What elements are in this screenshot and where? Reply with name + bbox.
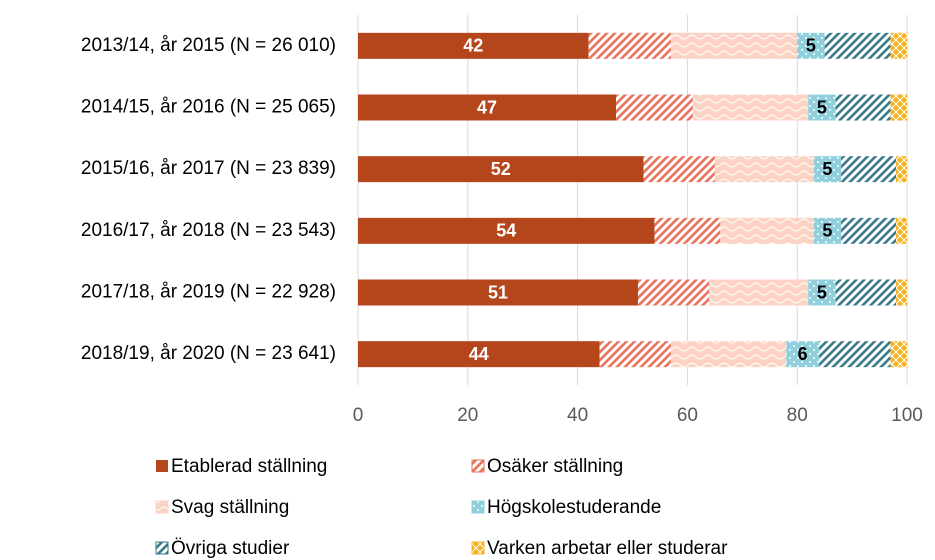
data-label: 44 [469,344,489,364]
bar-segment [714,156,814,183]
bar-segment [358,341,600,368]
bar-segment [835,279,897,306]
bar-segment [654,217,721,244]
legend-label: Varken arbetar eller studerar [487,538,728,559]
y-tick-label: 2018/19, år 2020 (N = 23 641) [81,343,336,364]
bar-segment [896,156,907,183]
bar-segment [890,341,907,368]
bar-segment [813,217,842,244]
legend-swatch [155,500,169,514]
legend-label: Osäker ställning [487,456,623,477]
data-label: 42 [463,36,483,56]
bar-segment [643,156,715,183]
bar-segment [890,94,907,121]
bar-segment [709,279,809,306]
x-tick-label: 40 [567,405,588,426]
y-tick-label: 2013/14, år 2015 (N = 26 010) [81,35,336,56]
bar-segment [358,156,644,183]
bar-segment [808,279,836,306]
bar-segment [358,217,655,244]
bar-segment [616,94,693,121]
y-tick-label: 2014/15, år 2016 (N = 25 065) [81,97,336,118]
data-label: 54 [496,221,516,241]
bar-segment [599,341,671,368]
legend-label: Etablerad ställning [171,456,327,477]
data-label: 52 [491,159,511,179]
legend-swatch [156,460,168,472]
bar-segment [637,279,710,306]
legend-swatch [471,541,485,555]
bar-segment [720,217,814,244]
legend-swatch [155,541,169,555]
data-label: 5 [822,159,832,179]
legend-label: Övriga studier [171,538,290,559]
legend-label: Svag ställning [171,497,289,518]
y-tick-label: 2016/17, år 2018 (N = 23 543) [81,220,336,241]
bar-segment [896,217,907,244]
data-label: 5 [822,221,832,241]
legend-swatch [471,459,485,473]
x-tick-label: 100 [891,405,923,426]
bar-segment [670,32,798,59]
data-label: 5 [806,36,816,56]
bar-segment [819,341,891,368]
legend-swatch [471,500,485,514]
data-label: 6 [798,344,808,364]
bar-segment [896,279,907,306]
bar-segment [797,32,825,59]
bar-segment [358,279,638,306]
x-tick-label: 60 [677,405,698,426]
bar-segment [841,156,897,183]
legend-label: Högskolestuderande [487,497,661,518]
bar-segment [835,94,891,121]
bar-segment [670,341,787,368]
data-label: 5 [817,97,827,117]
bar-segment [588,32,671,59]
bar-segment [824,32,891,59]
data-label: 5 [817,282,827,302]
bar-segment [358,94,617,121]
bar-segment [841,217,897,244]
bar-segment [813,156,842,183]
x-tick-label: 0 [353,405,364,426]
x-tick-label: 20 [457,405,478,426]
bar-segment [890,32,907,59]
y-tick-label: 2015/16, år 2017 (N = 23 839) [81,158,336,179]
data-label: 47 [477,97,497,117]
bar-segment [692,94,809,121]
x-tick-label: 80 [787,405,808,426]
bar-segment [808,94,836,121]
data-label: 51 [488,282,508,302]
bar-segment [786,341,820,368]
bar-segment [358,32,589,59]
y-tick-label: 2017/18, år 2019 (N = 22 928) [81,282,336,303]
